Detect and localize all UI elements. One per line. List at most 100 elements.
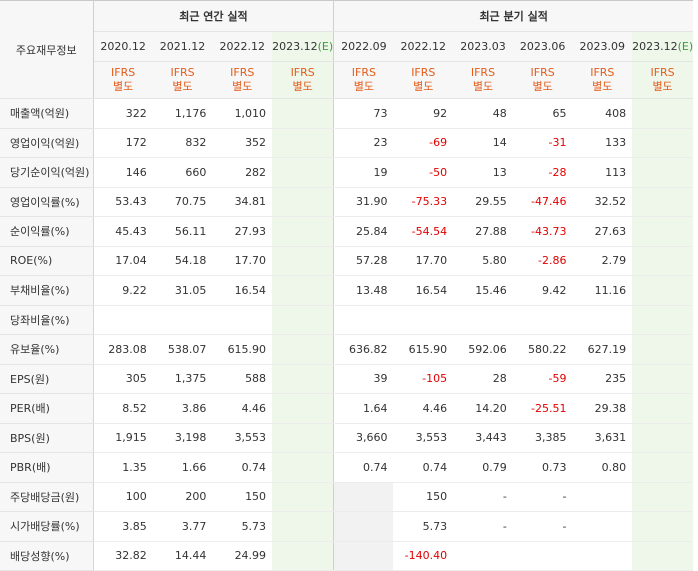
- table-cell: [272, 246, 335, 276]
- table-cell: -59: [512, 363, 573, 394]
- row-label: PER(배): [0, 393, 94, 424]
- table-cell: -105: [393, 363, 454, 394]
- table-cell: [333, 511, 394, 542]
- table-cell: 9.22: [93, 275, 153, 306]
- table-cell: [632, 393, 693, 424]
- table-cell: 538.07: [152, 334, 213, 365]
- quarter-period-header: 2023.03: [453, 31, 513, 62]
- table-cell: [393, 305, 454, 335]
- table-cell: [272, 423, 335, 453]
- table-cell: -69: [393, 128, 454, 158]
- table-cell: 14.20: [453, 393, 513, 424]
- row-label: 당기순이익(억원): [0, 157, 94, 188]
- table-cell: 3.77: [152, 511, 213, 542]
- table-cell: 45.43: [93, 216, 153, 247]
- table-cell: 627.19: [572, 334, 633, 365]
- table-cell: [572, 305, 633, 335]
- table-cell: 235: [572, 363, 633, 394]
- ifrs-standard-label: IFRS 별도: [152, 61, 213, 99]
- table-cell: [272, 275, 335, 306]
- annual-period-header: 2020.12: [93, 31, 153, 62]
- table-cell: [333, 305, 394, 335]
- ifrs-standard-label: IFRS 별도: [93, 61, 153, 99]
- table-cell: 28: [453, 363, 513, 394]
- table-cell: 8.52: [93, 393, 153, 424]
- table-cell: [572, 481, 633, 512]
- table-cell: 305: [93, 363, 153, 394]
- table-cell: [632, 216, 693, 247]
- ifrs-standard-label: IFRS 별도: [512, 61, 573, 99]
- table-cell: 3,553: [393, 423, 454, 453]
- ifrs-standard-label: IFRS 별도: [272, 61, 335, 99]
- table-cell: [632, 246, 693, 276]
- table-cell: 5.73: [212, 511, 273, 542]
- table-cell: 4.46: [393, 393, 454, 424]
- table-cell: 19: [333, 157, 394, 188]
- table-cell: -: [512, 481, 573, 512]
- table-cell: 65: [512, 98, 573, 129]
- table-cell: 29.55: [453, 186, 513, 217]
- table-cell: 14: [453, 128, 513, 158]
- quarter-period-header: 2023.06: [512, 31, 573, 62]
- table-cell: 70.75: [152, 186, 213, 217]
- table-cell: [272, 363, 335, 394]
- table-row: BPS(원) 1,915 3,198 3,553 3,660 3,553 3,443 3,38…: [0, 423, 693, 453]
- table-cell: 3.85: [93, 511, 153, 542]
- table-cell: 48: [453, 98, 513, 129]
- table-cell: [272, 511, 335, 542]
- table-cell: [632, 128, 693, 158]
- row-label: 매출액(억원): [0, 98, 94, 129]
- row-label: 영업이익(억원): [0, 128, 94, 158]
- table-cell: 92: [393, 98, 454, 129]
- table-cell: 17.70: [212, 246, 273, 276]
- table-cell: 24.99: [212, 541, 273, 571]
- table-cell: 4.46: [212, 393, 273, 424]
- table-cell: 15.46: [453, 275, 513, 306]
- table-cell: 352: [212, 128, 273, 158]
- table-cell: 408: [572, 98, 633, 129]
- table-cell: 580.22: [512, 334, 573, 365]
- table-cell: [272, 305, 335, 335]
- annual-period-header: 2021.12: [152, 31, 213, 62]
- table-cell: [632, 452, 693, 483]
- ifrs-standard-label: IFRS 별도: [453, 61, 513, 99]
- table-cell: 16.54: [393, 275, 454, 306]
- row-label: 부채비율(%): [0, 275, 94, 306]
- table-row: 순이익률(%) 45.43 56.11 27.93 25.84 -54.54 27.88 -4…: [0, 216, 693, 247]
- ifrs-standard-label: IFRS 별도: [333, 61, 394, 99]
- table-cell: 588: [212, 363, 273, 394]
- table-cell: 2.79: [572, 246, 633, 276]
- table-cell: -50: [393, 157, 454, 188]
- table-cell: 150: [212, 481, 273, 512]
- table-cell: 100: [93, 481, 153, 512]
- annual-group-header: 최근 연간 실적: [93, 0, 335, 32]
- table-cell: [272, 541, 335, 571]
- table-cell: [333, 541, 394, 571]
- table-row: EPS(원) 305 1,375 588 39 -105 28 -59 235: [0, 363, 693, 394]
- table-cell: 39: [333, 363, 394, 394]
- table-cell: [572, 511, 633, 542]
- table-cell: [632, 305, 693, 335]
- table-cell: 54.18: [152, 246, 213, 276]
- table-cell: [632, 275, 693, 306]
- table-cell: [272, 393, 335, 424]
- table-cell: [272, 216, 335, 247]
- row-label: 주당배당금(원): [0, 481, 94, 512]
- table-cell: -75.33: [393, 186, 454, 217]
- table-cell: [272, 186, 335, 217]
- table-cell: -2.86: [512, 246, 573, 276]
- table-cell: -25.51: [512, 393, 573, 424]
- table-cell: [572, 541, 633, 571]
- table-cell: 615.90: [393, 334, 454, 365]
- table-cell: 1,010: [212, 98, 273, 129]
- table-row: 유보율(%) 283.08 538.07 615.90 636.82 615.90 592.…: [0, 334, 693, 365]
- table-cell: 0.79: [453, 452, 513, 483]
- table-cell: 150: [393, 481, 454, 512]
- row-label: EPS(원): [0, 363, 94, 394]
- table-cell: 11.16: [572, 275, 633, 306]
- table-cell: [272, 452, 335, 483]
- table-cell: 23: [333, 128, 394, 158]
- table-cell: 3,660: [333, 423, 394, 453]
- table-cell: -: [453, 511, 513, 542]
- table-cell: 25.84: [333, 216, 394, 247]
